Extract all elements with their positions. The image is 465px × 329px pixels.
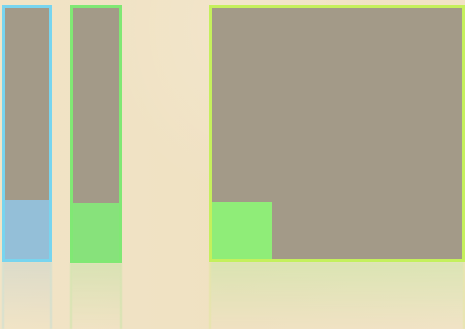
middle-narrow-tile[interactable]: [70, 5, 122, 263]
large-tile[interactable]: [209, 5, 465, 262]
middle-tile-reflection: [70, 263, 122, 329]
left-narrow-tile[interactable]: [2, 5, 52, 262]
large-fill: [212, 202, 272, 259]
middle-narrow-fill: [73, 203, 119, 260]
large-tile-reflection: [209, 262, 465, 329]
left-narrow-fill: [5, 200, 49, 259]
left-tile-reflection: [2, 262, 52, 329]
